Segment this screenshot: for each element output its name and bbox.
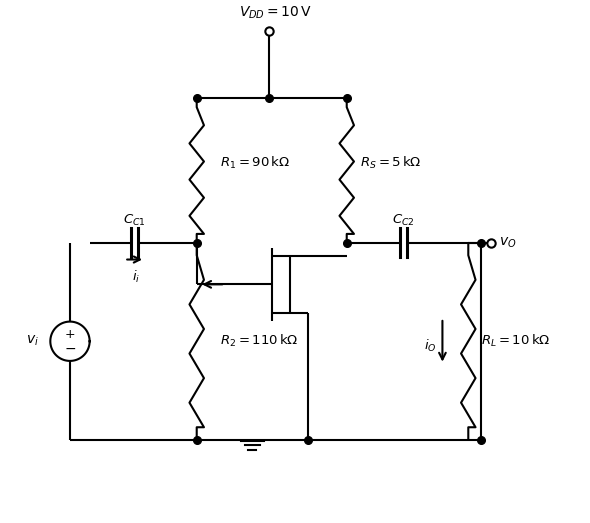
Text: $i_O$: $i_O$ xyxy=(424,338,436,355)
Text: $i_i$: $i_i$ xyxy=(132,269,140,285)
Text: −: − xyxy=(64,342,76,356)
Text: $C_{C1}$: $C_{C1}$ xyxy=(123,213,146,229)
Text: $v_O$: $v_O$ xyxy=(499,236,517,250)
Text: $V_{DD}=10\,\mathrm{V}$: $V_{DD}=10\,\mathrm{V}$ xyxy=(239,4,312,20)
Text: $C_{C2}$: $C_{C2}$ xyxy=(392,213,415,229)
Text: $R_2=110\,\mathrm{k\Omega}$: $R_2=110\,\mathrm{k\Omega}$ xyxy=(220,333,299,349)
Text: $R_L=10\,\mathrm{k\Omega}$: $R_L=10\,\mathrm{k\Omega}$ xyxy=(481,333,550,349)
Text: $v_i$: $v_i$ xyxy=(26,334,39,348)
Text: $R_S=5\,\mathrm{k\Omega}$: $R_S=5\,\mathrm{k\Omega}$ xyxy=(360,155,421,171)
Text: +: + xyxy=(65,327,76,340)
Text: $R_1=90\,\mathrm{k\Omega}$: $R_1=90\,\mathrm{k\Omega}$ xyxy=(220,155,290,171)
